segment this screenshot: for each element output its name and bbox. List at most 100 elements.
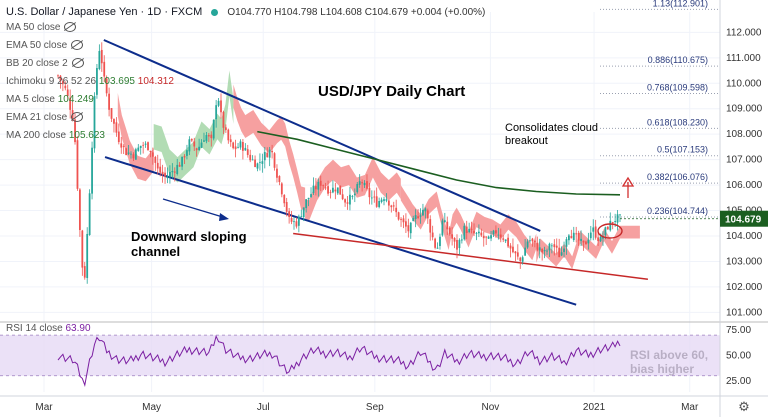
candle (397, 211, 400, 221)
candle-body (341, 194, 344, 200)
candle-body (125, 148, 128, 156)
candle (166, 167, 169, 184)
candle (409, 221, 412, 239)
candle-body (169, 171, 171, 177)
channel-arrow (162, 198, 227, 219)
candle-body (502, 238, 505, 240)
candle (387, 199, 390, 211)
candle-body (555, 245, 558, 248)
indicator-legend-item[interactable]: EMA 50 close (6, 40, 84, 51)
candle-body (96, 68, 98, 95)
candle-body (103, 61, 106, 77)
candle (526, 239, 529, 249)
candle (232, 141, 235, 150)
candle-body (412, 218, 415, 221)
candle-body (565, 239, 568, 247)
hidden-eye-icon[interactable] (71, 58, 84, 69)
candle-body (324, 187, 327, 189)
candle-body (259, 161, 261, 163)
candle (495, 225, 497, 238)
candle-body (254, 159, 256, 168)
current-price-tag (720, 210, 768, 227)
candle-body (81, 230, 84, 268)
candle (100, 42, 103, 72)
candle (207, 133, 210, 143)
candle-body (614, 221, 617, 223)
candle-body (183, 156, 186, 158)
candle (611, 221, 614, 230)
candle-body (356, 184, 359, 193)
candle-body (327, 186, 329, 194)
chart-header: U.S. Dollar / Japanese Yen · 1D · FXCM O… (6, 6, 485, 18)
candle (370, 190, 373, 205)
fib-level-label: 1.13(112.901) (653, 0, 708, 8)
candle-body (451, 234, 454, 239)
indicator-legend-item[interactable]: MA 50 close (6, 22, 77, 33)
candle-body (533, 240, 536, 242)
candle-body (154, 156, 157, 163)
candles (57, 42, 621, 284)
candle (290, 211, 293, 225)
candle (151, 147, 154, 165)
candle (285, 197, 288, 217)
gear-icon[interactable]: ⚙ (738, 400, 750, 415)
candle-body (619, 214, 621, 216)
candle (176, 158, 179, 176)
channel-note: Downward sloping (131, 229, 247, 244)
candle (446, 216, 449, 236)
candle (183, 154, 186, 165)
breakout-circle (597, 223, 623, 239)
indicator-label: MA 5 close (6, 94, 55, 105)
candle-body (193, 141, 196, 147)
candle (555, 238, 558, 255)
candle (181, 156, 183, 171)
hidden-eye-icon[interactable] (71, 40, 84, 51)
candle (373, 190, 376, 203)
indicator-legend-item[interactable]: EMA 21 close (6, 112, 84, 123)
candle-body (147, 142, 149, 151)
candle (173, 167, 176, 182)
candle-body (288, 211, 291, 218)
candle (156, 154, 159, 175)
candle (426, 208, 429, 224)
candle (341, 188, 344, 201)
candle-body (200, 142, 203, 148)
rsi-tick-label: 75.00 (726, 325, 751, 336)
candle (78, 188, 81, 237)
trend-lines (103, 39, 648, 306)
candle (314, 178, 317, 196)
candle-body (134, 149, 137, 160)
candle (538, 238, 541, 259)
candle (273, 152, 276, 171)
candle-body (336, 187, 339, 194)
indicator-legend-item[interactable]: MA 200 close 105.623 (6, 130, 105, 141)
candle (577, 230, 580, 246)
candle (327, 180, 329, 196)
rsi-legend-value: 63.90 (65, 323, 90, 334)
hidden-eye-icon[interactable] (64, 22, 77, 33)
candle (509, 243, 512, 258)
candle (310, 187, 312, 198)
candle (521, 255, 524, 265)
cloud-segment (400, 185, 537, 261)
candle-body (409, 222, 412, 234)
candle-body (368, 187, 371, 198)
candle (122, 144, 125, 155)
candle-body (550, 245, 553, 247)
candle (465, 220, 468, 240)
candle (154, 155, 157, 171)
indicator-legend-item[interactable]: Ichimoku 9 26 52 26 103.695 104.312 (6, 76, 174, 87)
candle-body (538, 247, 541, 251)
candle-body (436, 247, 439, 249)
candle (336, 187, 339, 195)
candle (312, 177, 315, 196)
indicator-legend-item[interactable]: MA 5 close 104.249 (6, 94, 94, 105)
hidden-eye-icon[interactable] (71, 112, 84, 123)
candle (395, 199, 398, 217)
cloud-segment (305, 157, 401, 221)
indicator-legend-item[interactable]: BB 20 close 2 (6, 58, 84, 69)
candle-body (246, 149, 249, 155)
candle (407, 218, 410, 238)
candle (361, 179, 364, 192)
